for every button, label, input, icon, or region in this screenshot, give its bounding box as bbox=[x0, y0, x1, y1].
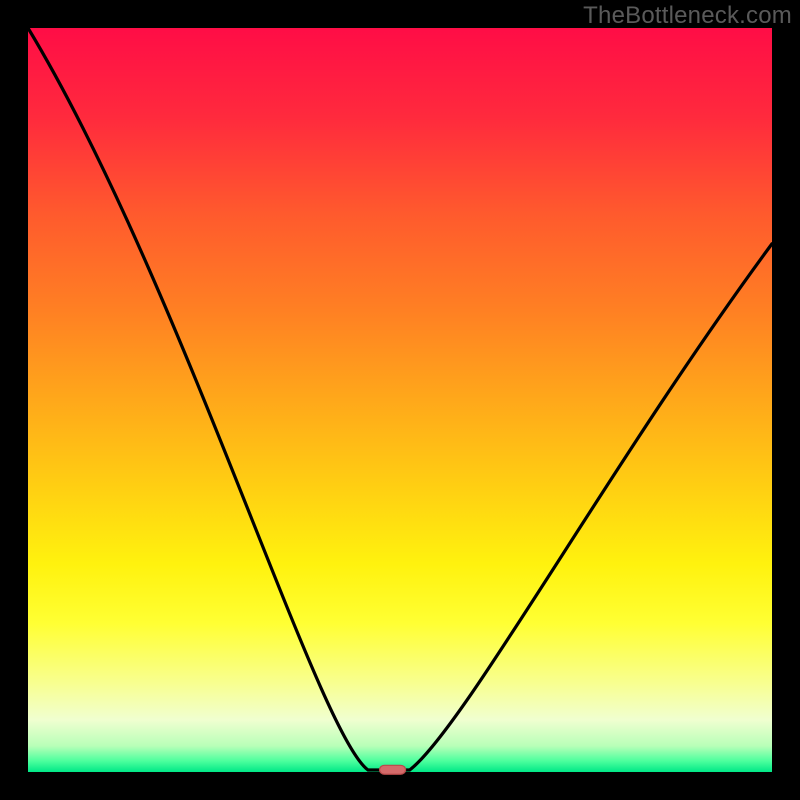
chart-plot-area bbox=[28, 28, 772, 772]
watermark-text: TheBottleneck.com bbox=[583, 2, 792, 30]
bottleneck-chart bbox=[0, 0, 800, 800]
optimal-marker bbox=[380, 765, 406, 774]
chart-container: TheBottleneck.com bbox=[0, 0, 800, 800]
